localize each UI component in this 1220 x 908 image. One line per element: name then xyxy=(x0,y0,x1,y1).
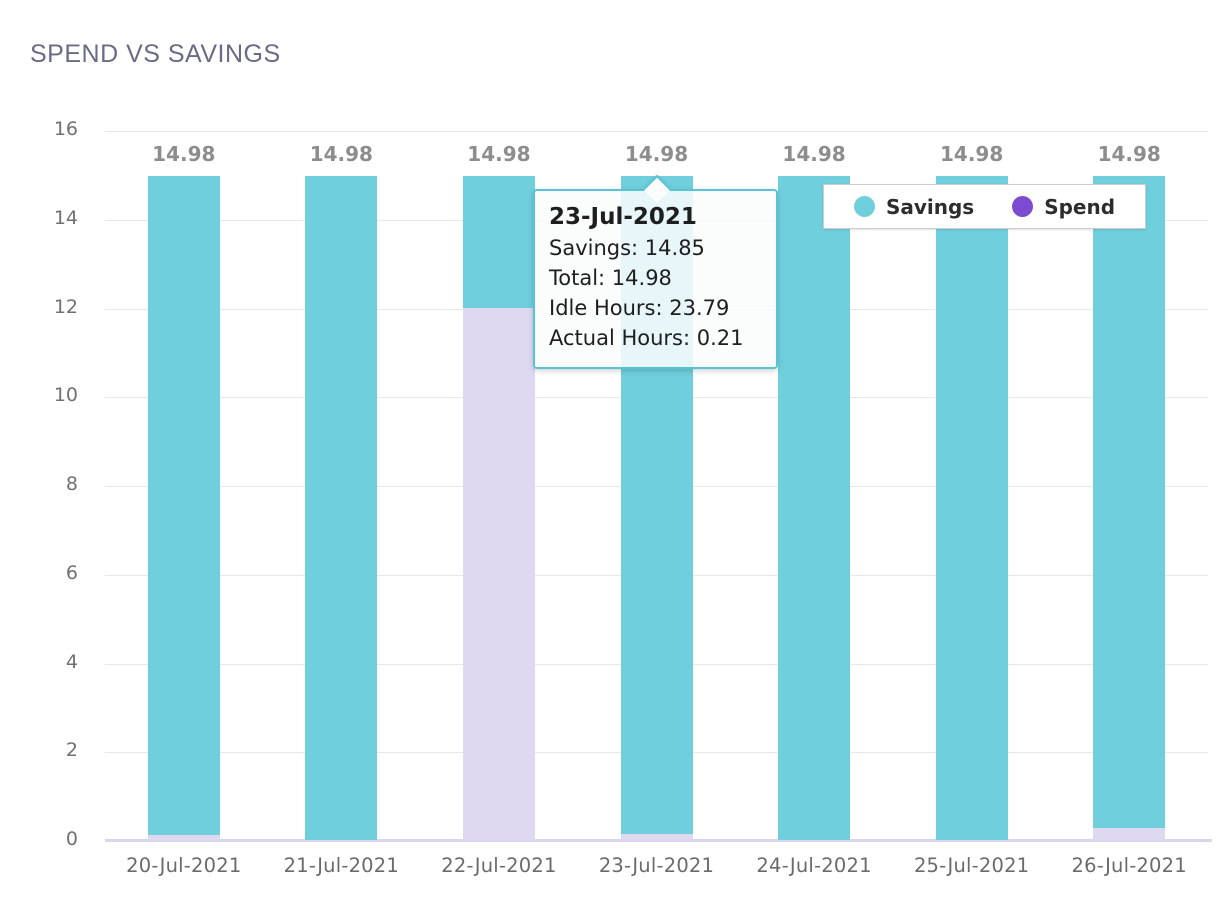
tooltip-line-actual-hours: Actual Hours: 0.21 xyxy=(549,326,744,350)
bar-26-Jul-2021[interactable] xyxy=(1093,176,1166,840)
tooltip: 23-Jul-2021 Savings: 14.85 Total: 14.98 … xyxy=(533,174,778,369)
tooltip-line-savings: Savings: 14.85 xyxy=(549,236,705,260)
chart-title: SPEND VS SAVINGS xyxy=(30,40,281,68)
bar-value-label: 14.98 xyxy=(782,142,846,167)
bar-segment-savings xyxy=(935,176,1008,840)
bar-segment-savings xyxy=(1093,176,1166,829)
x-axis-label: 23-Jul-2021 xyxy=(598,854,715,877)
y-axis-tick-label: 4 xyxy=(65,650,78,673)
bar-value-label: 14.98 xyxy=(467,142,531,167)
y-axis-tick-label: 8 xyxy=(65,473,78,495)
bar-value-label: 14.98 xyxy=(152,142,216,167)
tooltip-title: 23-Jul-2021 xyxy=(549,204,697,230)
x-axis-label: 26-Jul-2021 xyxy=(1071,854,1187,877)
bar-segment-spend xyxy=(147,834,220,840)
bar-value-label: 14.98 xyxy=(624,142,689,167)
x-axis-label: 25-Jul-2021 xyxy=(913,854,1030,877)
y-axis-tick-label: 2 xyxy=(65,739,78,762)
gridline xyxy=(105,131,1208,132)
y-axis-tick-label: 14 xyxy=(53,206,78,229)
legend-item-spend[interactable]: Spend xyxy=(1012,195,1115,219)
y-axis-tick-label: 6 xyxy=(65,561,78,584)
bar-value-label: 14.98 xyxy=(309,142,373,167)
x-axis-label: 22-Jul-2021 xyxy=(441,854,557,877)
spend-swatch-icon xyxy=(1012,196,1034,217)
legend: Savings Spend xyxy=(823,184,1146,229)
bar-segment-savings xyxy=(305,176,378,840)
x-axis-label: 24-Jul-2021 xyxy=(756,854,872,877)
legend-label-savings: Savings xyxy=(885,194,975,219)
x-axis-label: 21-Jul-2021 xyxy=(283,854,399,877)
legend-label-spend: Spend xyxy=(1044,194,1116,219)
x-axis-label: 20-Jul-2021 xyxy=(126,854,242,877)
bar-segment-savings xyxy=(147,176,220,835)
y-axis-tick-label: 10 xyxy=(53,384,78,407)
legend-item-savings[interactable]: Savings xyxy=(853,194,975,219)
bar-20-Jul-2021[interactable] xyxy=(147,176,220,840)
bar-segment-savings xyxy=(778,176,851,840)
y-axis-tick-label: 0 xyxy=(65,828,78,850)
bar-segment-spend xyxy=(462,308,535,840)
tooltip-line-total: Total: 14.98 xyxy=(549,266,672,290)
y-axis-tick-label: 16 xyxy=(53,118,78,140)
y-axis-tick-label: 12 xyxy=(53,295,78,318)
savings-swatch-icon xyxy=(853,196,875,217)
bar-21-Jul-2021[interactable] xyxy=(305,176,378,840)
bar-24-Jul-2021[interactable] xyxy=(778,176,851,840)
bar-segment-spend xyxy=(620,834,693,840)
tooltip-line-idle-hours: Idle Hours: 23.79 xyxy=(549,296,730,320)
bar-22-Jul-2021[interactable] xyxy=(462,176,535,840)
bar-segment-spend xyxy=(1093,828,1166,840)
x-axis-line xyxy=(105,839,1212,842)
bar-value-label: 14.98 xyxy=(940,142,1004,167)
bar-segment-savings xyxy=(462,176,535,309)
bar-25-Jul-2021[interactable] xyxy=(935,176,1008,840)
bar-value-label: 14.98 xyxy=(1097,142,1161,167)
